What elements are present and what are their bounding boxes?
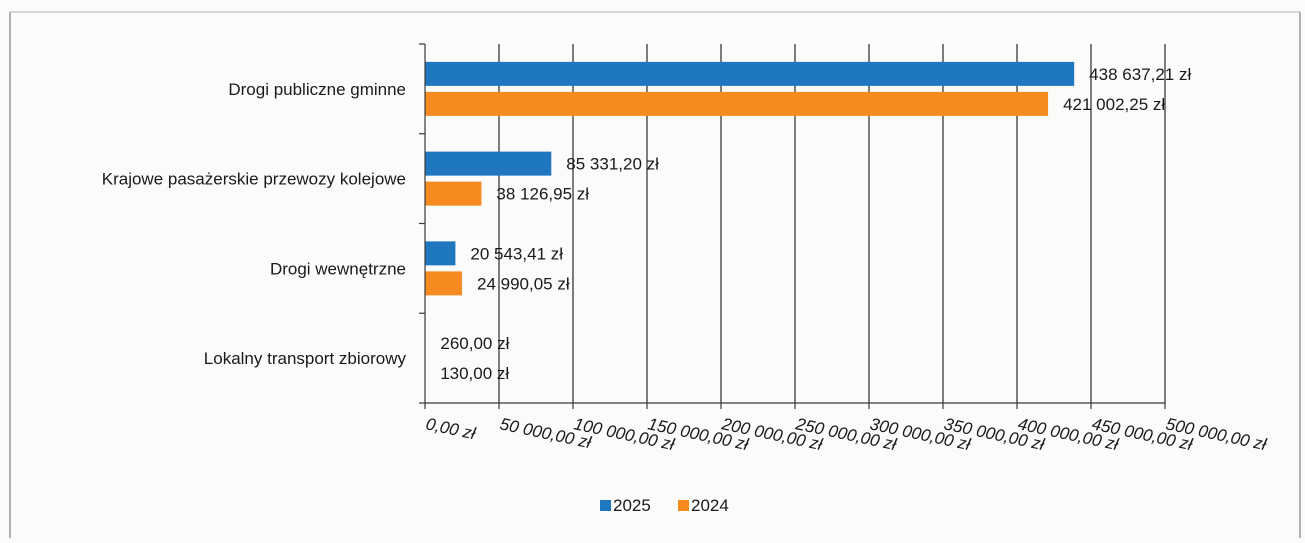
- data-label: 85 331,20 zł: [566, 155, 659, 174]
- data-label: 130,00 zł: [440, 364, 509, 383]
- legend-swatch-2024: [678, 500, 689, 511]
- bar-2025: [425, 151, 552, 176]
- category-label: Drogi publiczne gminne: [228, 80, 406, 99]
- bar-2024: [425, 181, 482, 206]
- legend-label: 2024: [691, 496, 729, 515]
- data-label: 421 002,25 zł: [1063, 95, 1165, 114]
- bar-2024: [425, 91, 1049, 116]
- bar-2025: [425, 241, 456, 266]
- data-label: 260,00 zł: [440, 334, 509, 353]
- legend-label: 2025: [613, 496, 651, 515]
- chart-frame: [9, 11, 1301, 538]
- data-label: 24 990,05 zł: [477, 274, 570, 293]
- legend-swatch-2025: [600, 500, 611, 511]
- bar-2025: [425, 61, 1075, 86]
- x-tick-label: 0,00 zł: [424, 414, 478, 443]
- category-label: Drogi wewnętrzne: [270, 259, 406, 278]
- legend: 2025 2024: [600, 496, 729, 515]
- category-label: Lokalny transport zbiorowy: [204, 349, 407, 368]
- labels: 438 637,21 zł 421 002,25 zł Drogi publiczn…: [102, 65, 1192, 383]
- bar-2024: [425, 271, 462, 296]
- category-label: Krajowe pasażerskie przewozy kolejowe: [102, 170, 406, 189]
- bars: [425, 61, 1075, 386]
- data-label: 38 126,95 zł: [496, 185, 589, 204]
- data-label: 438 637,21 zł: [1089, 65, 1191, 84]
- data-label: 20 543,41 zł: [470, 244, 563, 263]
